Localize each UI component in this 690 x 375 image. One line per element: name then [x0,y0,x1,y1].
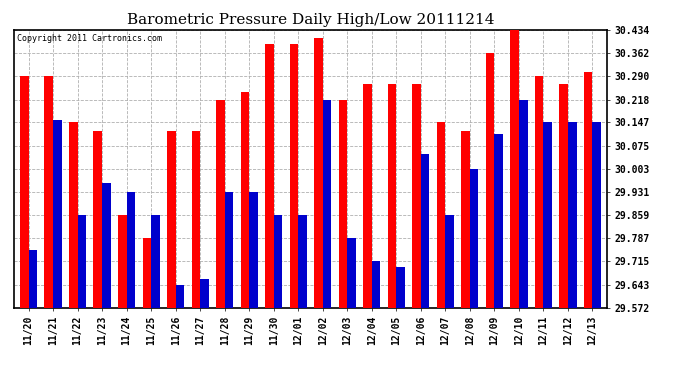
Bar [412,84,421,308]
Bar [511,30,519,308]
Bar [396,267,405,308]
Bar [560,84,568,308]
Bar [192,131,200,308]
Bar [143,238,151,308]
Bar [347,238,356,308]
Bar [544,122,552,308]
Bar [314,38,323,308]
Bar [298,215,307,308]
Bar [339,99,347,308]
Bar [53,120,61,308]
Bar [216,99,225,308]
Bar [265,44,274,308]
Bar [535,76,544,308]
Bar [225,192,233,308]
Bar [470,169,478,308]
Title: Barometric Pressure Daily High/Low 20111214: Barometric Pressure Daily High/Low 20111… [127,13,494,27]
Text: Copyright 2011 Cartronics.com: Copyright 2011 Cartronics.com [17,34,161,43]
Bar [200,279,209,308]
Bar [584,72,593,308]
Bar [241,93,249,308]
Bar [519,99,528,308]
Bar [126,192,135,308]
Bar [445,215,454,308]
Bar [388,84,396,308]
Bar [69,122,77,308]
Bar [20,76,28,308]
Bar [323,99,331,308]
Bar [274,215,282,308]
Bar [28,250,37,307]
Bar [102,183,110,308]
Bar [167,131,176,308]
Bar [421,154,429,308]
Bar [437,122,445,308]
Bar [486,53,495,307]
Bar [77,215,86,308]
Bar [363,84,372,308]
Bar [176,285,184,308]
Bar [372,261,380,308]
Bar [93,131,102,308]
Bar [568,122,577,308]
Bar [495,134,503,308]
Bar [44,76,53,308]
Bar [151,215,159,308]
Bar [290,44,298,308]
Bar [249,192,258,308]
Bar [118,215,126,308]
Bar [593,122,601,308]
Bar [462,131,470,308]
